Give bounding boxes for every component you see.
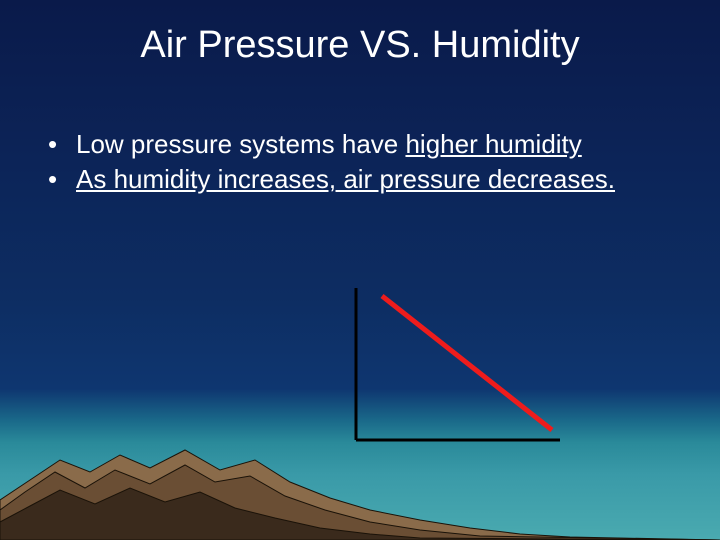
bullet-item: • As humidity increases, air pressure de… [48,163,672,196]
bullet-plain: Low pressure systems have [76,129,405,159]
inverse-relationship-chart [338,282,568,450]
chart-data-line [382,296,552,430]
bullet-text: Low pressure systems have higher humidit… [76,128,672,161]
mountain-back [0,450,720,540]
bullet-underlined: higher humidity [405,129,581,159]
bullet-marker-icon: • [48,128,76,161]
bullet-text: As humidity increases, air pressure decr… [76,163,672,196]
bullet-item: • Low pressure systems have higher humid… [48,128,672,161]
bullet-marker-icon: • [48,163,76,196]
chart-svg [338,282,568,450]
bullet-underlined: As humidity increases, air pressure decr… [76,164,615,194]
slide-title: Air Pressure VS. Humidity [0,24,720,67]
slide: Air Pressure VS. Humidity • Low pressure… [0,0,720,540]
bullet-list: • Low pressure systems have higher humid… [48,128,672,199]
mountain-front [0,488,720,540]
mountain-mid [0,465,720,540]
